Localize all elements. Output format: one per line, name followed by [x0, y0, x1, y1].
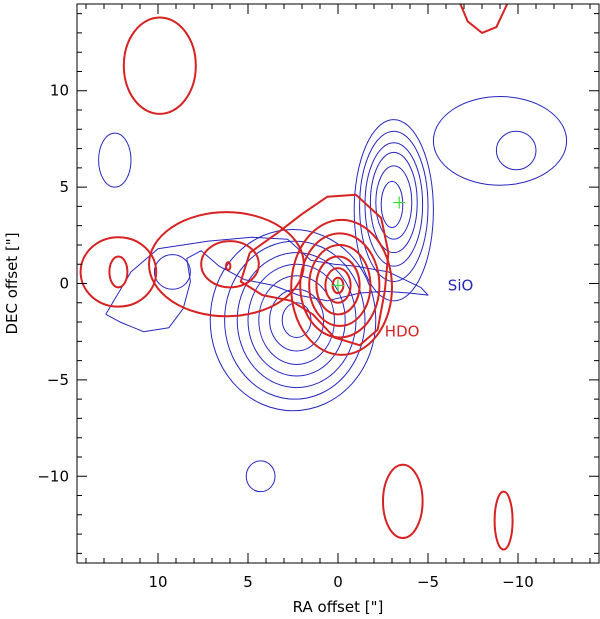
hdo-contour-1: [122, 16, 197, 115]
hdo-contour-9: [290, 218, 394, 356]
sio-contour-13: [353, 119, 434, 302]
hdo-contour-2: [382, 463, 424, 539]
hdo-contour-path-2: [239, 193, 390, 347]
x-tick-label: −5: [417, 573, 439, 591]
sio-contour-5: [153, 254, 191, 290]
sio-contour-10: [258, 275, 335, 365]
hdo-contours: [79, 4, 514, 551]
axis-ticks: [77, 4, 599, 563]
hdo-contour-4: [79, 236, 158, 308]
hdo-contour-5: [108, 255, 129, 289]
sio-series-label: SiO: [448, 276, 474, 294]
tick-marks: [77, 4, 599, 563]
x-tick-label: 5: [243, 573, 253, 591]
x-tick-label: −10: [502, 573, 534, 591]
plot-contents: [79, 4, 568, 551]
sio-contour-4: [245, 460, 276, 493]
hdo-contour-3: [493, 490, 514, 551]
x-tick-label: 0: [333, 573, 343, 591]
hdo-contour-11: [308, 243, 372, 327]
y-tick-label: −10: [37, 467, 69, 485]
sio-contour-16: [369, 151, 418, 254]
x-tick-label: 10: [148, 573, 167, 591]
sio-contour-6: [209, 229, 377, 412]
sio-contour-15: [364, 142, 424, 267]
hdo-series-label: HDO: [385, 323, 420, 341]
position-marker-1: [332, 279, 344, 292]
position-marker-2: [393, 196, 406, 209]
y-tick-label: 10: [50, 82, 69, 100]
y-tick-label: 5: [59, 178, 69, 196]
hdo-contour-7: [200, 240, 260, 289]
hdo-contour-8: [225, 261, 232, 272]
hdo-contour-13: [324, 267, 352, 304]
sio-contour-3: [495, 130, 537, 171]
hdo-contour-path-1: [459, 4, 509, 34]
sio-contour-9: [247, 263, 346, 377]
sio-contour-2: [432, 96, 568, 186]
sio-contour-18: [380, 180, 404, 229]
hdo-contour-10: [299, 232, 381, 339]
sio-contour-17: [375, 165, 413, 240]
y-tick-label: 0: [59, 275, 69, 293]
sio-contour-1: [98, 132, 132, 188]
sio-contour-14: [359, 130, 429, 283]
x-axis-label: RA offset ["]: [293, 598, 384, 616]
y-axis-label: DEC offset ["]: [3, 232, 21, 334]
axis-labels: 10 5 0 −5 −10 10 5 0 −5 −10: [37, 82, 533, 591]
y-tick-label: −5: [47, 371, 69, 389]
hdo-contour-12: [315, 255, 361, 316]
sio-contours: [98, 96, 568, 493]
